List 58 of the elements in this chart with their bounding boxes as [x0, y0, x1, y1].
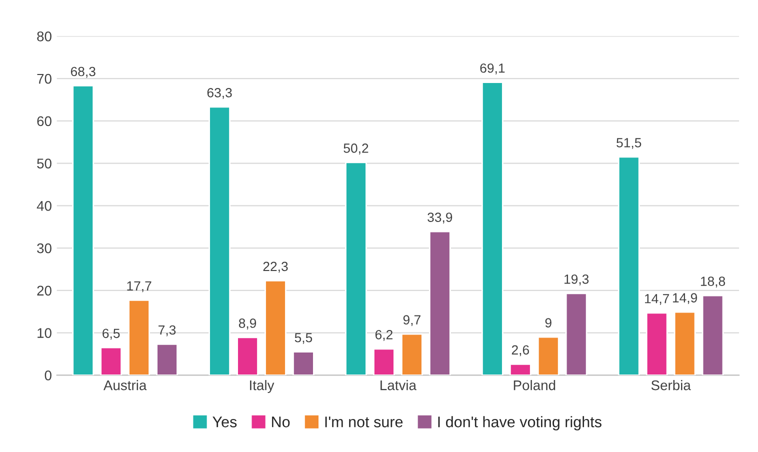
data-label: 8,9: [238, 318, 256, 330]
y-tick-label: 80: [37, 31, 52, 42]
data-label: 14,9: [672, 293, 698, 304]
bar: [646, 312, 668, 376]
data-label: 19,3: [564, 274, 589, 286]
data-label: 14,7: [645, 294, 670, 305]
x-tick-label: Poland: [514, 380, 556, 390]
y-tick-label: 40: [36, 200, 52, 211]
data-label: 9,7: [403, 315, 420, 326]
bar: [702, 294, 724, 376]
bar: [264, 280, 286, 376]
bar: [618, 156, 640, 376]
data-label: 5,5: [294, 333, 312, 344]
x-tick-label: Austria: [103, 380, 147, 390]
legend-label: I don't have voting rights: [438, 416, 602, 430]
legend-label: No: [272, 416, 290, 428]
data-label: 63,3: [207, 88, 232, 99]
y-tick-label: 70: [37, 74, 52, 84]
y-tick-label: 60: [37, 116, 52, 126]
y-tick-label: 10: [38, 328, 52, 338]
bar: [208, 106, 230, 376]
data-label: 50,2: [344, 144, 368, 154]
data-label: 6,5: [102, 328, 120, 340]
y-tick-label: 30: [37, 243, 52, 254]
data-label: 9: [545, 318, 552, 328]
bar: [236, 336, 258, 376]
x-tick-label: Latvia: [380, 380, 416, 390]
data-label: 69,1: [480, 63, 505, 74]
bar: [565, 292, 588, 376]
legend-label: Yes: [212, 416, 237, 428]
legend-label: I'm not sure: [325, 416, 403, 428]
bar: [156, 344, 178, 376]
data-label: 2,6: [512, 345, 529, 356]
bar: [674, 311, 696, 376]
bar: [401, 333, 423, 376]
data-label: 51,5: [616, 138, 642, 149]
data-label: 33,9: [428, 212, 452, 224]
data-label: 22,3: [263, 262, 288, 273]
bar: [428, 230, 451, 376]
bar: [509, 363, 532, 376]
data-label: 17,7: [127, 281, 152, 292]
y-tick-label: 50: [37, 158, 52, 168]
data-label: 6,2: [375, 330, 392, 341]
bar: [100, 346, 122, 376]
bar: [373, 348, 395, 376]
bar: [482, 82, 504, 376]
bar: [345, 162, 367, 376]
y-tick-label: 20: [37, 286, 52, 296]
y-tick-label: 0: [44, 370, 52, 380]
bar: [537, 336, 560, 376]
x-tick-label: Italy: [250, 380, 274, 393]
data-label: 7,3: [158, 325, 176, 336]
bar: [292, 351, 314, 376]
data-label: 18,8: [700, 276, 726, 288]
x-tick-label: Serbia: [651, 380, 691, 390]
data-label: 68,3: [70, 66, 96, 78]
bar: [72, 85, 94, 376]
bar: [128, 299, 150, 376]
